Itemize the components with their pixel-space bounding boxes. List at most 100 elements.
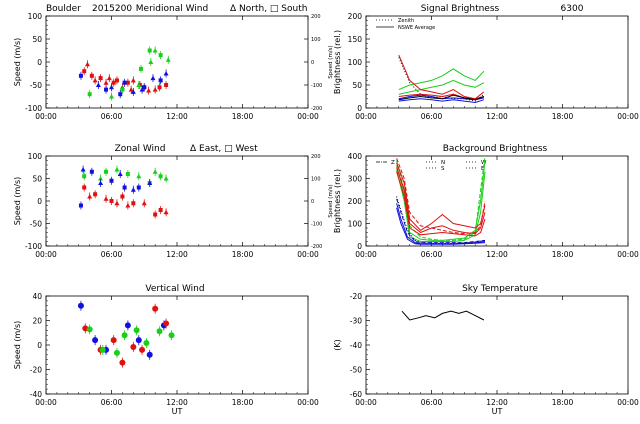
y-axis-label: Speed (m/s) xyxy=(13,177,22,226)
x-tick-label: 00:00 xyxy=(35,250,57,259)
data-point xyxy=(163,320,170,327)
data-point xyxy=(92,77,98,83)
data-point xyxy=(99,346,106,353)
y-tick-label: 20 xyxy=(32,317,42,326)
y-tick-label: 0 xyxy=(37,58,42,67)
data-point xyxy=(110,337,117,344)
y-tick-label-right: -200 xyxy=(311,244,322,250)
series-line-red xyxy=(396,158,486,235)
data-point xyxy=(89,73,94,78)
chart-title: Vertical Wind xyxy=(145,284,204,294)
data-point xyxy=(80,167,86,172)
data-point xyxy=(163,209,169,215)
y-tick-label: -40 xyxy=(30,390,42,399)
x-tick-label: 00:00 xyxy=(355,250,377,259)
data-point xyxy=(146,351,153,358)
data-point xyxy=(136,82,142,87)
y-axis-label-right: Speed (m/s) xyxy=(328,45,334,78)
chart-title: Signal Brightness xyxy=(421,4,500,14)
x-tick-label: 06:00 xyxy=(421,250,443,259)
x-tick-label: 00:00 xyxy=(297,398,319,407)
y-tick-label: -60 xyxy=(350,390,362,399)
data-point xyxy=(163,176,169,181)
data-layer xyxy=(396,156,486,245)
y-tick-label: 200 xyxy=(348,197,363,206)
data-point xyxy=(130,187,136,192)
legend-label: Z xyxy=(391,160,395,166)
data-point xyxy=(114,167,120,172)
data-layer xyxy=(78,46,171,101)
data-point xyxy=(120,194,125,199)
series-line-red xyxy=(396,171,486,237)
y-tick-label: 0 xyxy=(357,104,362,113)
data-point xyxy=(77,302,84,309)
data-point xyxy=(95,82,101,87)
x-tick-label: 12:00 xyxy=(486,250,508,259)
data-point xyxy=(130,77,136,83)
y-axis-label-right: Speed (m/s) xyxy=(328,184,334,217)
x-tick-label: 18:00 xyxy=(232,112,254,121)
y-axis-label: Brightness (rel.) xyxy=(333,169,342,233)
data-point xyxy=(121,332,128,339)
site-label: Boulder xyxy=(46,4,81,14)
data-point xyxy=(168,332,175,339)
data-point xyxy=(138,66,143,71)
data-point xyxy=(156,328,163,335)
data-point xyxy=(98,180,104,185)
y-tick-label: 100 xyxy=(348,220,363,229)
date-label: 2015200 xyxy=(92,4,132,14)
y-tick-label-right: -100 xyxy=(311,83,322,89)
series-line-blue xyxy=(396,198,486,244)
data-point xyxy=(165,57,171,62)
x-tick-label: 12:00 xyxy=(166,112,188,121)
x-tick-label: 18:00 xyxy=(552,250,574,259)
y-axis-label: Speed (m/s) xyxy=(13,38,22,87)
x-tick-label: 12:00 xyxy=(486,398,508,407)
series-line-green xyxy=(398,68,485,91)
data-point xyxy=(87,92,92,97)
data-point xyxy=(114,78,119,83)
data-point xyxy=(98,76,103,81)
data-point xyxy=(78,73,83,78)
data-point xyxy=(109,84,114,90)
x-tick-label: 18:00 xyxy=(232,398,254,407)
y-tick-label: 400 xyxy=(348,152,363,161)
data-point xyxy=(131,201,136,206)
legend-label: W xyxy=(481,160,487,166)
data-point xyxy=(111,80,116,85)
data-point xyxy=(87,194,93,199)
y-tick-label: 100 xyxy=(28,152,43,161)
y-tick-label-right: 200 xyxy=(311,154,321,160)
chart-title: Meridional Wind xyxy=(136,4,208,14)
data-point xyxy=(143,340,150,347)
data-layer xyxy=(398,54,485,104)
plot-frame xyxy=(45,295,309,395)
y-tick-label: 0 xyxy=(37,341,42,350)
series-line-green xyxy=(396,169,486,242)
y-tick-label-right: 100 xyxy=(311,177,321,183)
x-tick-label: 06:00 xyxy=(101,250,123,259)
zonal-wind-panel: Zonal Wind Δ East, □ West 100 200 50 100 0 0 -50… xyxy=(13,144,334,259)
x-tick-label: 00:00 xyxy=(617,398,639,407)
chart-title-wavelength: 6300 xyxy=(561,4,584,14)
y-tick-label: 0 xyxy=(37,197,42,206)
y-axis-label: (K) xyxy=(333,339,342,351)
data-point xyxy=(78,203,83,208)
legend-text: Δ East, □ West xyxy=(190,144,258,154)
data-point xyxy=(158,53,163,58)
x-tick-label: 12:00 xyxy=(486,112,508,121)
y-tick-label: -50 xyxy=(30,220,42,229)
data-point xyxy=(136,185,141,190)
x-tick-label: 00:00 xyxy=(617,112,639,121)
chart-title: Zonal Wind xyxy=(115,144,166,154)
data-point xyxy=(139,346,146,353)
data-point xyxy=(152,48,158,53)
data-point xyxy=(82,185,87,190)
data-point xyxy=(130,89,136,94)
series-line-blue xyxy=(396,207,486,245)
data-point xyxy=(147,180,153,185)
data-point xyxy=(82,174,87,179)
y-tick-label: 50 xyxy=(32,175,42,184)
y-tick-label: -100 xyxy=(25,104,42,113)
x-tick-label: 18:00 xyxy=(232,250,254,259)
